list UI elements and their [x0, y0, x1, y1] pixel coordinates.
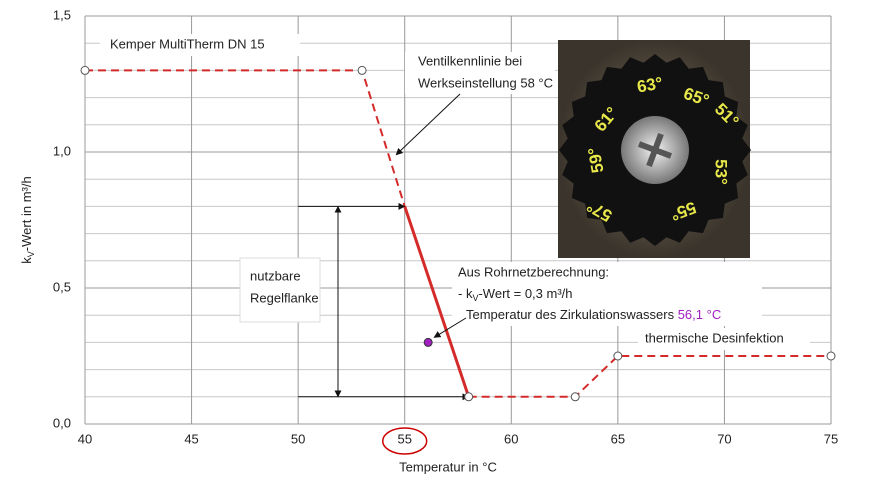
label-bg [452, 262, 762, 326]
annotation: - kV-Wert = 0,3 m³/h [458, 286, 573, 303]
marker [464, 392, 474, 402]
annotation: Regelflanke [250, 290, 319, 305]
label-bg [239, 257, 321, 323]
y-tick-label: 0,5 [53, 279, 71, 294]
line [403, 205, 471, 398]
annotation: Aus Rohrnetzberechnung: [458, 264, 609, 279]
x-axis-label: Temperatur in °C [399, 459, 497, 474]
x-tick-label: 40 [78, 431, 92, 446]
t: Temperatur des Zirkulationswassers [466, 307, 678, 322]
photo-label: 59° [584, 146, 607, 175]
label-bg [405, 52, 555, 94]
title-bg [100, 34, 300, 56]
photo-label: 63° [636, 73, 665, 96]
t: V [472, 293, 478, 303]
line [468, 355, 831, 398]
x-tick-label: 75 [824, 431, 838, 446]
annotation: thermische Desinfektion [645, 330, 784, 345]
marker [613, 351, 623, 361]
y-tick-label: 1,5 [53, 7, 71, 22]
x-tick-label: 50 [291, 431, 305, 446]
marker [357, 65, 367, 75]
t: - k [458, 286, 473, 301]
t: 56,1 °C [678, 307, 722, 322]
x-tick-label: 45 [184, 431, 198, 446]
line [85, 69, 406, 207]
chart-title: Kemper MultiTherm DN 15 [110, 36, 265, 51]
y-label-part: k [19, 257, 34, 264]
y-label-part: V [26, 251, 36, 257]
marker [826, 351, 836, 361]
arrow [395, 93, 461, 156]
highlight-ellipse [381, 427, 428, 455]
marker [570, 392, 580, 402]
x-tick-label: 70 [717, 431, 731, 446]
x-tick-label: 60 [504, 431, 518, 446]
photo-label: 53° [712, 159, 731, 185]
annotation: Ventilkennlinie bei [418, 53, 522, 68]
annotation: Werkseinstellung 58 °C [418, 75, 553, 90]
y-label-part: -Wert in m³/h [19, 176, 34, 251]
arrow [433, 317, 467, 338]
x-tick-label: 55 [397, 431, 411, 446]
screw-cross [637, 132, 673, 168]
point [423, 337, 433, 347]
y-tick-label: 0,0 [53, 415, 71, 430]
y-tick-label: 1,0 [53, 143, 71, 158]
annotation: nutzbare [250, 268, 301, 283]
y-axis-label: kV-Wert in m³/h [19, 176, 36, 263]
annotation: Temperatur des Zirkulationswassers 56,1 … [466, 307, 721, 322]
photo: 63° 65°51°53°55°57°59°61° [558, 40, 751, 258]
t: -Wert = 0,3 m³/h [478, 286, 572, 301]
label-bg [638, 328, 810, 350]
marker [80, 65, 90, 75]
x-tick-label: 65 [611, 431, 625, 446]
